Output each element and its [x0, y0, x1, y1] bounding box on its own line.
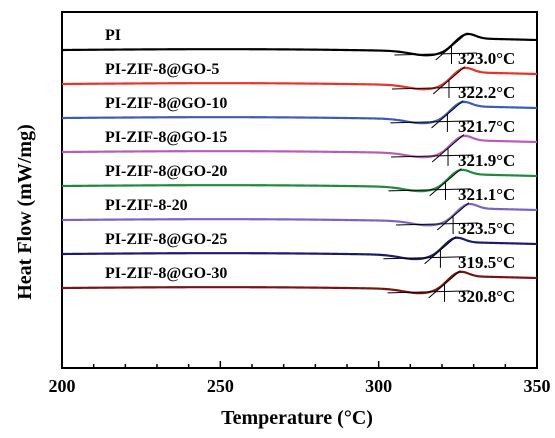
tangent-line-baseline: [383, 256, 466, 260]
tg-value-label: 321.9°C: [458, 151, 515, 170]
x-axis-label: Temperature (°C): [221, 407, 373, 429]
tangent-line-baseline: [391, 86, 475, 90]
plot-frame: [61, 11, 538, 369]
tg-value-label: 321.7°C: [458, 117, 515, 136]
tg-value-label: 323.5°C: [458, 219, 515, 238]
tangent-line-baseline: [390, 120, 473, 124]
x-tick-label: 300: [365, 376, 392, 396]
tangent-line-baseline: [387, 290, 470, 294]
series-group: [61, 32, 538, 302]
series-line: [61, 100, 538, 125]
tg-value-label: 321.1°C: [458, 185, 515, 204]
series-name-label: PI: [105, 27, 121, 44]
series-line: [61, 32, 538, 57]
x-tick-label: 250: [207, 376, 234, 396]
labels-group: PI 323.0°C PI-ZIF-8@GO-5 322.2°C PI-ZIF-8@GO…: [105, 27, 515, 306]
tangent-line-baseline: [394, 52, 477, 56]
series-line: [61, 202, 538, 227]
series-line: [61, 168, 538, 193]
tg-value-label: 323.0°C: [458, 49, 515, 68]
series-name-label: PI-ZIF-8@GO-15: [105, 129, 227, 146]
series-name-label: PI-ZIF-8-20: [105, 197, 188, 214]
x-tick-label: 350: [524, 376, 551, 396]
tangent-line-baseline: [391, 154, 474, 158]
plot-border: [61, 11, 538, 369]
series-name-label: PI-ZIF-8@GO-25: [105, 231, 227, 248]
series-name-label: PI-ZIF-8@GO-30: [105, 265, 227, 282]
x-tick-label: 200: [49, 376, 76, 396]
y-axis-label: Heat Flow (mW/mg): [14, 124, 36, 300]
series-name-label: PI-ZIF-8@GO-5: [105, 61, 219, 78]
tangent-line-baseline: [388, 188, 471, 192]
series-line: [61, 134, 538, 159]
series-line: [61, 66, 538, 91]
series-line: [61, 236, 538, 261]
tg-value-label: 322.2°C: [458, 83, 515, 102]
series-name-label: PI-ZIF-8@GO-20: [105, 163, 227, 180]
tg-value-label: 320.8°C: [458, 287, 515, 306]
series-name-label: PI-ZIF-8@GO-10: [105, 95, 227, 112]
tg-value-label: 319.5°C: [458, 253, 515, 272]
x-ticks: 200 250 300 350: [49, 361, 551, 396]
tangent-line-baseline: [396, 222, 479, 226]
